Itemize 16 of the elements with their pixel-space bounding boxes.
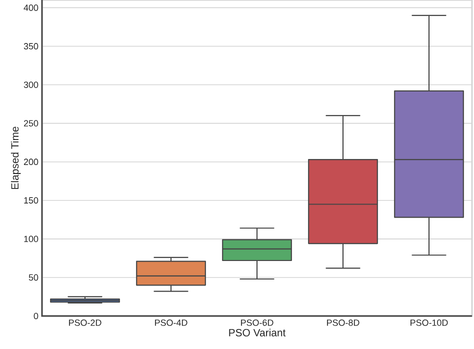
y-tick-label: 350 [24,43,38,50]
x-tick-label: PSO-4D [155,320,188,326]
x-tick-label: PSO-2D [69,320,102,326]
y-tick-label: 400 [24,4,38,11]
y-tick-label: 200 [24,158,38,166]
y-tick-label: 150 [24,197,38,204]
y-tick-label: 100 [24,236,38,242]
y-tick-label: 250 [24,120,38,126]
x-axis-title: PSO Variant [229,328,286,336]
x-tick-label: PSO-8D [327,320,360,326]
y-tick-label: 300 [24,82,38,88]
x-tick-label: PSO-10D [410,320,448,326]
x-tick-label: PSO-6D [241,320,274,326]
y-axis-title: Elapsed Time [10,126,21,189]
y-tick-label: 50 [28,274,38,281]
y-tick-label: 0 [34,312,38,320]
